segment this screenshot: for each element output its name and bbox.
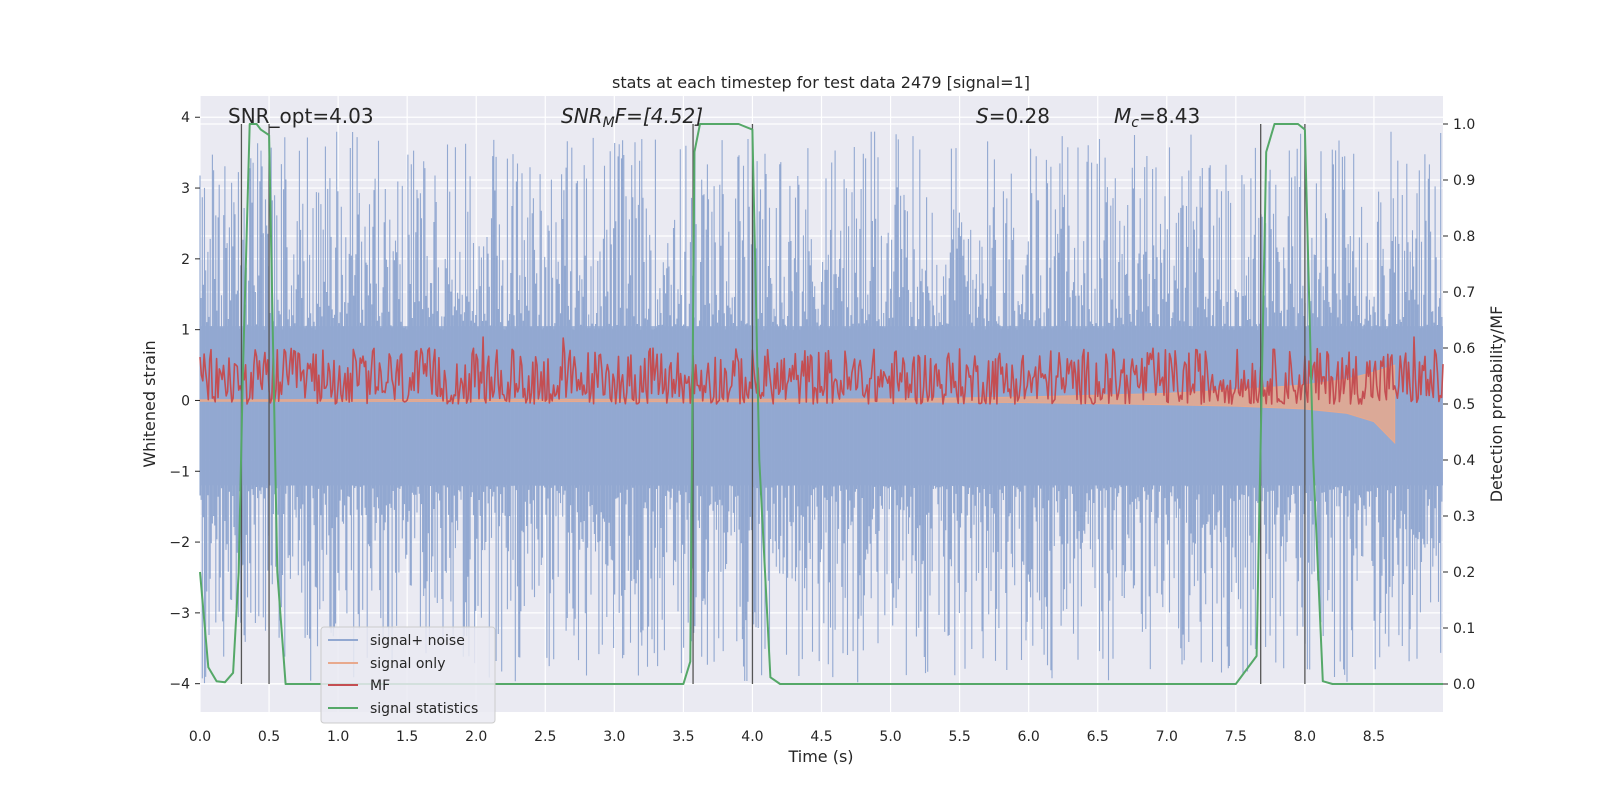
series-mf bbox=[199, 336, 1444, 405]
y-left-tick-label: −2 bbox=[169, 535, 190, 551]
y-left-tick-label: 2 bbox=[181, 252, 190, 268]
signal-noise-line-lower bbox=[199, 400, 1443, 684]
annotation-snr-opt: SNR_opt=4.03 bbox=[228, 104, 374, 128]
series-signal-statistics bbox=[199, 123, 1443, 685]
x-tick-label: 3.0 bbox=[603, 729, 625, 745]
y-right-tick-label: 0.9 bbox=[1453, 173, 1475, 189]
legend: signal+ noise signal only MF signal stat… bbox=[320, 626, 496, 724]
signal-statistics-line bbox=[199, 123, 1443, 685]
y-right-tick-label: 0.3 bbox=[1453, 509, 1475, 525]
x-tick-label: 4.0 bbox=[741, 729, 763, 745]
annotation-mc: Mc=8.43 bbox=[1114, 104, 1200, 131]
y-right-tick-label: 0.2 bbox=[1453, 565, 1475, 581]
legend-label-signal-only: signal only bbox=[370, 656, 445, 672]
y-left-tick-label: 1 bbox=[181, 323, 190, 339]
x-tick-label: 7.0 bbox=[1156, 729, 1178, 745]
y-right-tick-label: 0.7 bbox=[1453, 285, 1475, 301]
x-tick-label: 5.0 bbox=[879, 729, 901, 745]
x-axis-label: Time (s) bbox=[787, 747, 853, 766]
y-left-tick-label: 4 bbox=[181, 110, 190, 126]
y-right-tick-label: 0.5 bbox=[1453, 397, 1475, 413]
annotation-s: S=0.28 bbox=[976, 104, 1050, 128]
x-tick-label: 3.5 bbox=[672, 729, 694, 745]
x-tick-labels: 0.0 0.5 1.0 1.5 2.0 2.5 3.0 3.5 4.0 4.5 5.0 5.5 6.0 6… bbox=[189, 729, 1385, 745]
y-left-tick-label: 0 bbox=[181, 393, 190, 409]
x-tick-label: 7.5 bbox=[1225, 729, 1247, 745]
y-right-axis-label: Detection probability/MF bbox=[1487, 306, 1506, 503]
x-tick-label: 1.0 bbox=[327, 729, 349, 745]
y-right-tick-label: 0.6 bbox=[1453, 341, 1475, 357]
x-tick-label: 6.5 bbox=[1087, 729, 1109, 745]
x-tick-label: 1.5 bbox=[396, 729, 418, 745]
legend-label-signal-statistics: signal statistics bbox=[370, 701, 478, 717]
y-right-tick-label: 1.0 bbox=[1453, 117, 1475, 133]
y-right-tick-label: 0.0 bbox=[1453, 677, 1475, 693]
legend-label-mf: MF bbox=[370, 678, 390, 694]
x-tick-label: 0.5 bbox=[258, 729, 280, 745]
chart-title: stats at each timestep for test data 247… bbox=[612, 73, 1030, 92]
y-right-tick-label: 0.8 bbox=[1453, 229, 1475, 245]
y-left-tick-label: −4 bbox=[169, 677, 190, 693]
x-tick-label: 2.5 bbox=[534, 729, 556, 745]
x-tick-label: 5.5 bbox=[948, 729, 970, 745]
x-tick-label: 2.0 bbox=[465, 729, 487, 745]
y-left-tick-label: −3 bbox=[169, 606, 190, 622]
y-left-tick-label: −1 bbox=[169, 464, 190, 480]
y-right-tick-labels: 1.0 0.9 0.8 0.7 0.6 0.5 0.4 0.3 0.2 0.1 0.0 bbox=[1443, 117, 1475, 693]
annotation-snr-mf: SNRMF=[4.52] bbox=[561, 104, 703, 131]
x-tick-label: 0.0 bbox=[189, 729, 211, 745]
x-tick-label: 6.0 bbox=[1018, 729, 1040, 745]
x-tick-label: 8.5 bbox=[1363, 729, 1385, 745]
x-tick-label: 8.0 bbox=[1294, 729, 1316, 745]
y-left-tick-labels: 4 3 2 1 0 −1 −2 −3 −4 bbox=[169, 110, 200, 693]
x-tick-label: 4.5 bbox=[810, 729, 832, 745]
y-right-tick-label: 0.1 bbox=[1453, 621, 1475, 637]
y-left-tick-label: 3 bbox=[181, 181, 190, 197]
y-right-tick-label: 0.4 bbox=[1453, 453, 1475, 469]
legend-label-signal-noise: signal+ noise bbox=[370, 633, 465, 649]
mf-line bbox=[199, 336, 1444, 405]
legend-box bbox=[320, 626, 496, 724]
y-left-axis-label: Whitened strain bbox=[140, 340, 159, 467]
